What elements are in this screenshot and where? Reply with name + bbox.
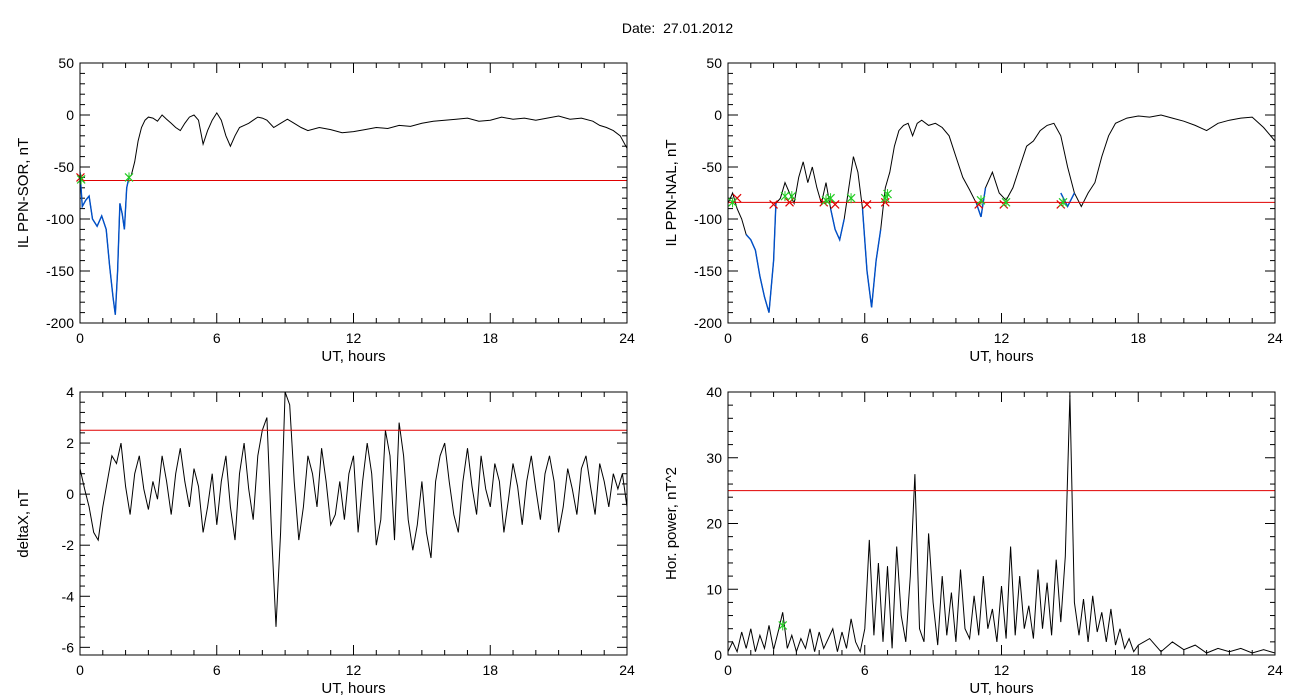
green-marker — [821, 195, 831, 206]
green-marker — [1001, 197, 1011, 208]
y-tick-label: 0 — [66, 486, 74, 502]
plot-frame — [727, 391, 1276, 656]
y-tick-label: 10 — [706, 581, 722, 597]
highlight-line — [80, 172, 130, 315]
x-tick-label: 24 — [619, 330, 635, 346]
green-marker — [780, 191, 790, 202]
y-tick-label: -4 — [62, 588, 75, 604]
plot-frame — [79, 62, 628, 324]
y-axis-label: Hor. power, nT^2 — [663, 467, 680, 580]
data-line — [80, 392, 627, 627]
y-tick-label: -150 — [694, 263, 722, 279]
chart-panel-2: -200 -150 -100 -50 0 50 0 6 12 18 24 UT, hours IL PP… — [663, 55, 1283, 365]
figure-title: Date: 27.01.2012 — [621, 20, 734, 36]
y-axis-label: IL PPN-SOR, nT — [15, 138, 32, 248]
y-tick-label: 2 — [66, 435, 74, 451]
green-marker — [778, 620, 788, 631]
x-tick-label: 6 — [213, 330, 221, 346]
x-tick-label: 24 — [1267, 330, 1283, 346]
green-marker — [124, 172, 134, 183]
chart-panel-1: -200 -150 -100 -50 0 50 0 6 12 18 24 UT, hours IL PP… — [15, 55, 635, 365]
x-tick-label: 24 — [1267, 662, 1283, 678]
y-tick-label: -200 — [46, 315, 74, 331]
x-tick-label: 12 — [346, 662, 362, 678]
red-marker-stroke — [862, 200, 872, 209]
x-tick-label: 18 — [482, 330, 498, 346]
plot-frame — [727, 62, 1276, 324]
y-tick-label: -50 — [54, 159, 74, 175]
x-tick-label: 0 — [76, 662, 84, 678]
green-marker — [787, 191, 797, 202]
y-tick-label: -50 — [702, 159, 722, 175]
y-tick-label: 20 — [706, 516, 722, 532]
x-tick-label: 18 — [1130, 330, 1146, 346]
y-tick-label: -200 — [694, 315, 722, 331]
x-tick-label: 0 — [724, 662, 732, 678]
y-tick-label: -150 — [46, 263, 74, 279]
y-tick-label: 50 — [706, 55, 722, 71]
green-marker — [976, 195, 986, 206]
y-tick-label: 0 — [714, 647, 722, 663]
x-tick-label: 18 — [482, 662, 498, 678]
y-tick-label: 0 — [714, 107, 722, 123]
x-tick-label: 0 — [76, 330, 84, 346]
x-tick-label: 12 — [994, 662, 1010, 678]
x-axis-label: UT, hours — [969, 680, 1033, 697]
data-line — [728, 395, 1275, 654]
y-axis-label: deltaX, nT — [15, 489, 32, 557]
highlight-line — [861, 208, 882, 308]
red-marker-stroke — [769, 200, 779, 209]
x-axis-label: UT, hours — [321, 680, 385, 697]
red-marker — [830, 200, 840, 209]
y-tick-label: 4 — [66, 384, 74, 400]
y-tick-label: -2 — [62, 537, 75, 553]
highlight-line — [829, 208, 845, 243]
x-tick-label: 6 — [861, 330, 869, 346]
y-axis-label: IL PPN-NAL, nT — [663, 140, 680, 247]
y-tick-label: 30 — [706, 450, 722, 466]
data-line — [80, 111, 627, 315]
red-marker — [769, 200, 779, 209]
green-marker — [826, 193, 835, 204]
highlight-line — [745, 203, 777, 313]
x-axis-label: UT, hours — [969, 348, 1033, 365]
red-marker — [862, 200, 872, 209]
data-line — [728, 114, 1275, 313]
x-tick-label: 12 — [346, 330, 362, 346]
green-marker — [76, 174, 86, 185]
y-tick-label: -100 — [46, 211, 74, 227]
x-tick-label: 12 — [994, 330, 1010, 346]
chart-panel-4: 0 10 20 30 40 0 6 12 18 24 UT, hours Hor. power, nT… — [663, 384, 1283, 697]
x-axis-label: UT, hours — [321, 348, 385, 365]
red-marker-stroke — [830, 200, 840, 209]
y-tick-label: -6 — [62, 639, 75, 655]
y-tick-label: 50 — [58, 55, 74, 71]
y-tick-label: 40 — [706, 384, 722, 400]
plot-frame — [79, 391, 628, 656]
x-tick-label: 6 — [213, 662, 221, 678]
green-marker — [883, 189, 892, 200]
green-marker — [1058, 197, 1068, 208]
x-tick-label: 0 — [724, 330, 732, 346]
y-tick-label: 0 — [66, 107, 74, 123]
y-tick-label: -100 — [694, 211, 722, 227]
x-tick-label: 6 — [861, 662, 869, 678]
green-marker — [728, 197, 737, 208]
x-tick-label: 18 — [1130, 662, 1146, 678]
green-marker — [846, 193, 856, 204]
x-tick-label: 24 — [619, 662, 635, 678]
